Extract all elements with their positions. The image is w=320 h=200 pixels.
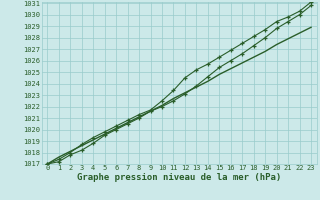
X-axis label: Graphe pression niveau de la mer (hPa): Graphe pression niveau de la mer (hPa) bbox=[77, 173, 281, 182]
